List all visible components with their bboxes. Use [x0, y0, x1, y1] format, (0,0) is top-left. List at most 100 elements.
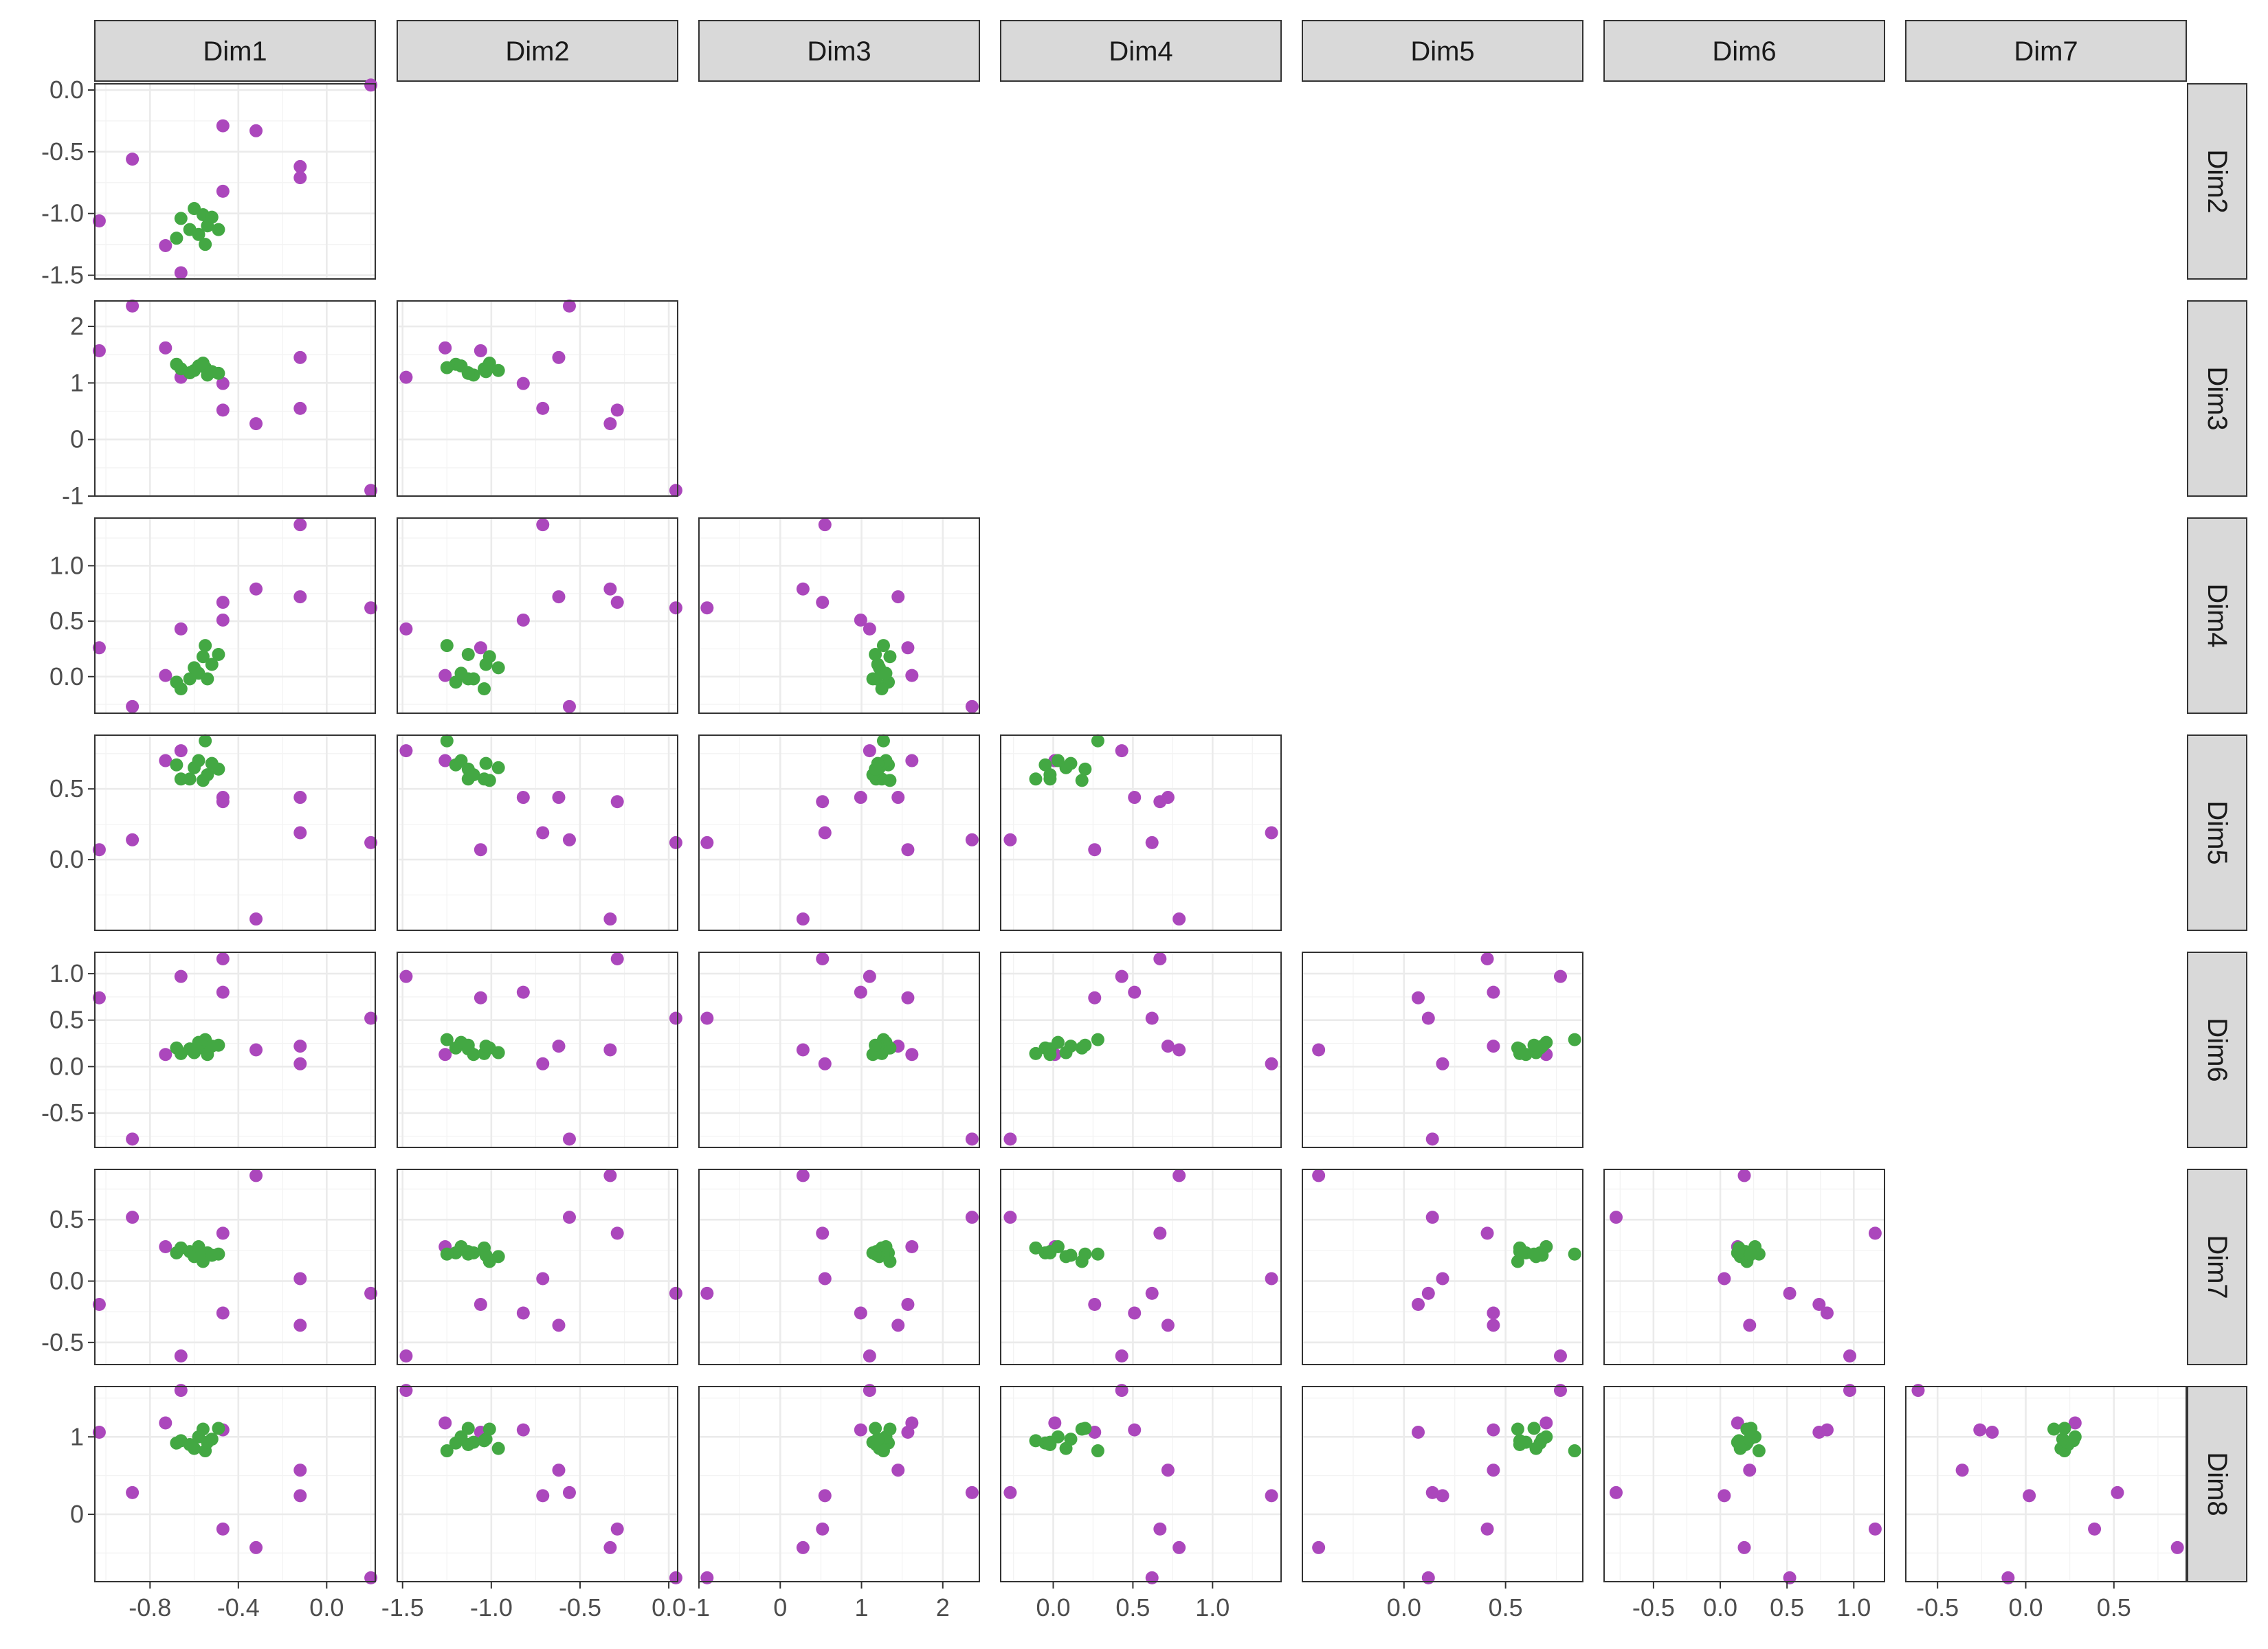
data-point	[516, 1306, 530, 1320]
y-tick-label: 0.0	[49, 1052, 84, 1080]
data-point	[536, 1272, 550, 1286]
data-point	[869, 1422, 882, 1435]
panel-dim2-dim8	[397, 1384, 682, 1584]
data-point	[1812, 1297, 1826, 1311]
data-point	[92, 214, 106, 228]
data-point	[905, 1416, 919, 1430]
panel-border	[94, 83, 376, 280]
panel-background	[1906, 1387, 2186, 1582]
data-point	[1029, 1046, 1043, 1060]
data-point	[216, 1306, 230, 1320]
data-point	[438, 1416, 452, 1430]
data-point	[562, 1211, 576, 1224]
data-point	[482, 1422, 496, 1436]
data-point	[863, 969, 876, 983]
y-tick-label: 0.0	[49, 662, 84, 691]
data-point	[1051, 754, 1065, 767]
data-point	[216, 119, 230, 133]
data-point	[159, 669, 173, 682]
y-tick-label: 1	[70, 368, 84, 396]
data-point	[293, 590, 307, 604]
data-point	[1043, 1048, 1057, 1062]
strip-label: Dim1	[203, 36, 267, 67]
data-point	[479, 365, 493, 379]
data-point	[1412, 991, 1425, 1005]
panel-border	[698, 1386, 980, 1582]
panel-background	[1302, 1169, 1583, 1365]
data-point	[965, 699, 979, 713]
data-point	[2088, 1522, 2102, 1536]
data-point	[1161, 1319, 1175, 1332]
data-point	[174, 969, 188, 983]
y-tick-label: 0	[70, 425, 84, 453]
data-point	[1487, 1040, 1500, 1053]
data-point	[1115, 1349, 1129, 1362]
data-point	[818, 1489, 832, 1503]
panel-background	[95, 1169, 375, 1365]
panel-background	[397, 1387, 678, 1582]
panel-dim1-dim3	[92, 299, 378, 497]
data-point	[816, 795, 830, 809]
data-point	[1091, 1033, 1104, 1046]
panel-dim2-dim3	[397, 299, 682, 497]
data-point	[700, 1011, 714, 1025]
panel-dim2-dim5	[397, 734, 682, 931]
data-point	[399, 370, 413, 384]
strip-box	[2187, 952, 2247, 1148]
data-point	[438, 1048, 452, 1062]
data-point	[174, 212, 188, 225]
data-point	[1029, 1434, 1043, 1448]
panel-dim4-dim6	[1000, 952, 1282, 1148]
data-point	[293, 1272, 307, 1286]
strip-box	[2187, 1169, 2247, 1365]
data-point	[249, 417, 263, 431]
data-point	[199, 734, 212, 748]
data-point	[552, 1463, 566, 1477]
data-point	[216, 377, 230, 390]
data-point	[2023, 1489, 2036, 1503]
strip-box	[2187, 300, 2247, 497]
data-point	[869, 1247, 882, 1261]
data-point	[1172, 1540, 1186, 1554]
data-point	[174, 744, 188, 758]
data-point	[700, 1286, 714, 1300]
data-point	[1088, 843, 1102, 857]
data-point	[126, 1485, 140, 1499]
row-strip-dim4: Dim4	[2187, 517, 2247, 714]
row-strip-dim6: Dim6	[2187, 952, 2247, 1148]
strip-label: Dim2	[505, 36, 569, 67]
data-point	[174, 682, 188, 695]
strip-box	[1000, 20, 1282, 82]
data-point	[249, 1043, 263, 1057]
data-point	[876, 1444, 890, 1458]
strip-label: Dim2	[2202, 149, 2232, 213]
data-point	[854, 1423, 867, 1437]
panel-border	[1302, 952, 1583, 1148]
data-point	[461, 1038, 475, 1052]
data-point	[461, 1247, 475, 1261]
data-point	[212, 647, 225, 661]
data-point	[293, 171, 307, 185]
data-point	[92, 641, 106, 655]
data-point	[1145, 835, 1159, 849]
data-point	[461, 366, 475, 380]
panel-dim7-dim8	[1905, 1384, 2187, 1584]
data-point	[879, 666, 893, 680]
data-point	[454, 666, 468, 680]
data-point	[1553, 1349, 1567, 1362]
data-point	[1312, 1043, 1326, 1057]
data-point	[249, 912, 263, 926]
data-point	[669, 835, 682, 849]
data-point	[863, 744, 876, 758]
data-point	[796, 582, 810, 596]
data-point	[126, 153, 140, 166]
data-point	[1115, 1384, 1129, 1398]
panel-background	[95, 1387, 375, 1582]
data-point	[901, 641, 915, 655]
panel-dim2-dim7	[397, 1169, 682, 1365]
panel-background	[397, 1169, 678, 1365]
data-point	[901, 1297, 915, 1311]
strip-label: Dim4	[2202, 583, 2232, 647]
data-point	[516, 1423, 530, 1437]
y-tick-label: 1	[70, 1422, 84, 1450]
